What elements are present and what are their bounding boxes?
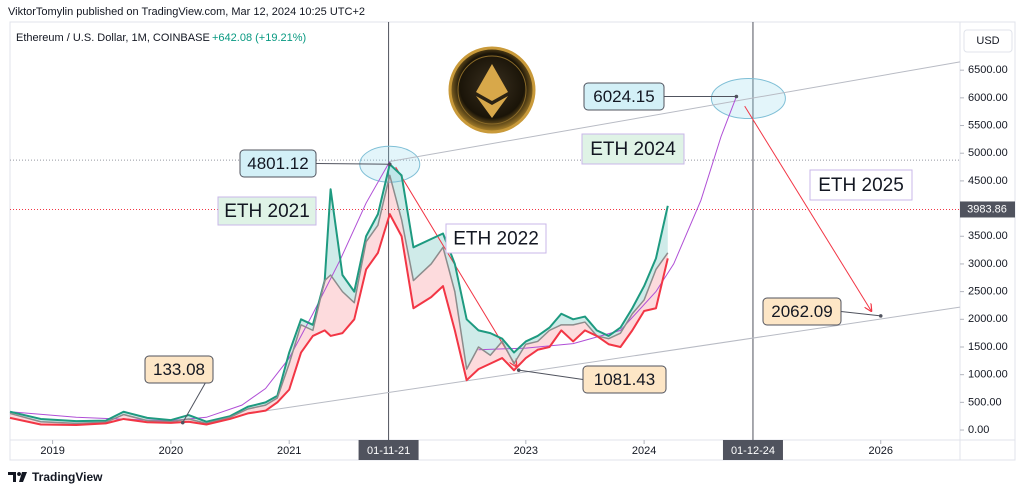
callout-point xyxy=(879,314,883,318)
callout-point xyxy=(181,421,185,425)
x-tick-label: 2023 xyxy=(514,445,538,457)
crosshair-label: 01-12-24 xyxy=(731,445,775,457)
callout-label: 1081.43 xyxy=(594,370,655,389)
x-tick-label: 2020 xyxy=(159,445,183,457)
x-tick-label: 2019 xyxy=(40,445,64,457)
callout-point xyxy=(517,368,521,372)
y-tick-label: 0.00 xyxy=(968,424,989,436)
y-tick-label: 2000.00 xyxy=(968,313,1008,325)
y-tick-label: 5000.00 xyxy=(968,147,1008,159)
y-tick-label: 500.00 xyxy=(968,396,1002,408)
eth-coin xyxy=(450,48,534,132)
y-tick-label: 4500.00 xyxy=(968,175,1008,187)
callout-label: 6024.15 xyxy=(593,87,654,106)
label-text: ETH 2021 xyxy=(224,201,310,222)
y-tick-label: 5500.00 xyxy=(968,119,1008,131)
callout-point xyxy=(735,95,739,99)
x-tick-label: 2021 xyxy=(277,445,301,457)
price-change: +642.08 (+19.21%) xyxy=(212,32,306,44)
y-tick-label: 1500.00 xyxy=(968,341,1008,353)
y-tick-label: 2500.00 xyxy=(968,286,1008,298)
callout-point xyxy=(388,162,392,166)
y-tick-label: 6000.00 xyxy=(968,92,1008,104)
footer-brand: TradingView xyxy=(32,470,103,484)
y-tick-label: 3000.00 xyxy=(968,258,1008,270)
symbol-line: Ethereum / U.S. Dollar, 1M, COINBASE xyxy=(16,32,210,44)
y-tick-label: 6500.00 xyxy=(968,64,1008,76)
label-text: ETH 2024 xyxy=(590,139,676,160)
callout-label: 2062.09 xyxy=(771,302,832,321)
callout-label: 133.08 xyxy=(153,360,205,379)
crosshair-label: 01-11-21 xyxy=(367,445,410,457)
callout-label: 4801.12 xyxy=(247,154,308,173)
label-text: ETH 2025 xyxy=(818,175,904,196)
published-line: ViktorTomylin published on TradingView.c… xyxy=(8,6,365,18)
y-tick-label: 3500.00 xyxy=(968,230,1008,242)
y-tick-label: 1000.00 xyxy=(968,369,1008,381)
last-price-label: 3983.86 xyxy=(967,203,1007,215)
x-tick-label: 2026 xyxy=(868,445,892,457)
currency-label: USD xyxy=(976,35,999,47)
x-tick-label: 2024 xyxy=(632,445,656,457)
label-text: ETH 2022 xyxy=(453,229,539,250)
